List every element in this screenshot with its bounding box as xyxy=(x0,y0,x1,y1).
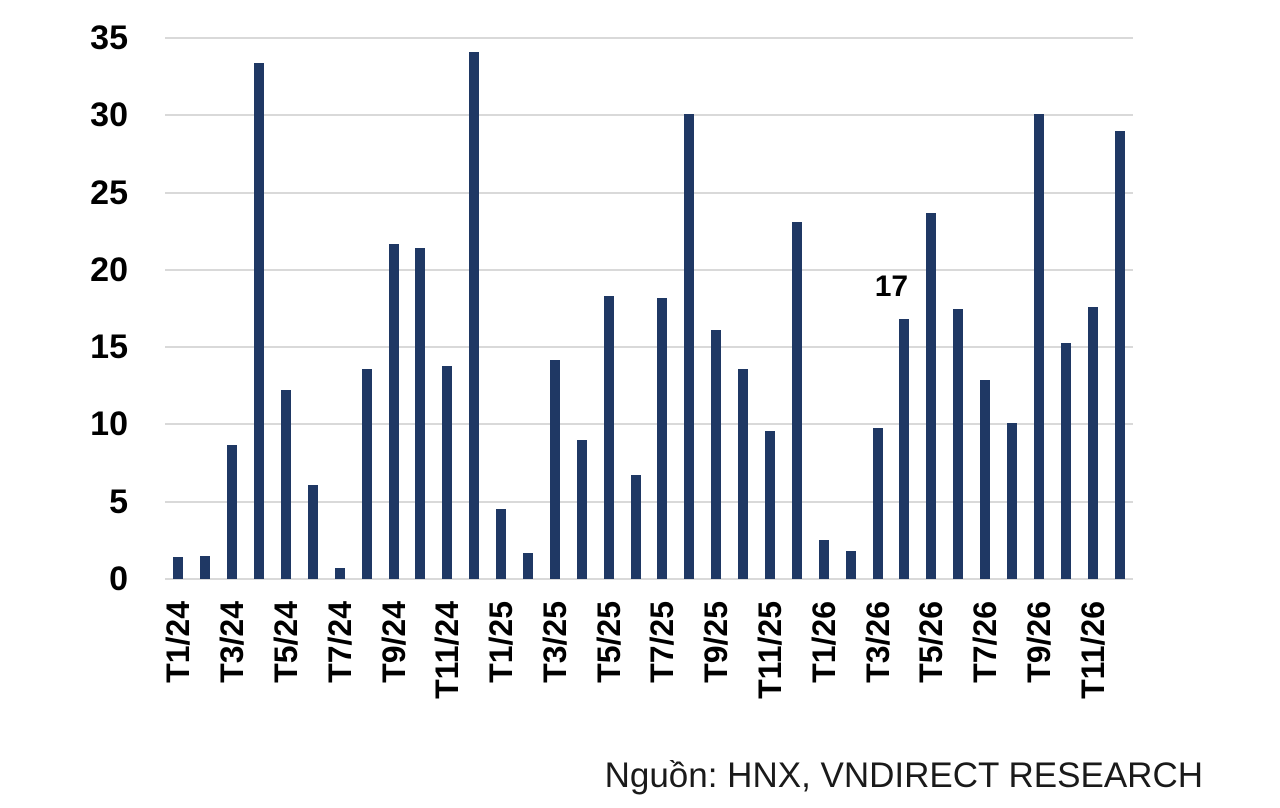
bar-T6-25 xyxy=(630,475,641,579)
bar-T2-24 xyxy=(200,555,211,579)
y-axis-tick-label: 15 xyxy=(90,328,128,367)
gridline-y-15 xyxy=(165,346,1133,349)
x-axis-tick-label: T5/25 xyxy=(590,601,627,683)
gridline-y-25 xyxy=(165,191,1133,194)
x-axis-tick-label: T1/25 xyxy=(483,601,520,683)
y-axis-tick-label: 5 xyxy=(109,482,128,521)
bar-T11-24 xyxy=(442,365,453,579)
gridline-y-35 xyxy=(165,37,1133,39)
bar-T8-26 xyxy=(1007,422,1017,579)
bar-data-label: 17 xyxy=(874,270,909,304)
bar-T1-25 xyxy=(496,509,507,579)
x-axis-tick-label: T5/26 xyxy=(913,601,950,683)
bar-T4-26 xyxy=(899,319,910,579)
gridline-y-5 xyxy=(165,500,1133,503)
gridline-y-30 xyxy=(165,114,1133,117)
bar-T9-25 xyxy=(711,330,722,579)
x-axis-tick-label: T9/24 xyxy=(375,601,412,683)
bar-T8-25 xyxy=(684,113,695,579)
x-axis-tick-label: T3/24 xyxy=(214,601,251,683)
y-axis-tick-label: 30 xyxy=(90,96,128,135)
bar-T3-24 xyxy=(227,444,238,579)
x-axis-tick-label: T9/26 xyxy=(1020,601,1057,683)
gridline-y-0 xyxy=(165,578,1133,580)
x-axis-tick-label: T1/24 xyxy=(160,601,197,683)
bar-T2-25 xyxy=(523,552,533,579)
x-axis-tick-label: T5/24 xyxy=(268,601,304,683)
gridline-y-20 xyxy=(165,268,1133,271)
bar-T11-26 xyxy=(1087,306,1098,579)
bar-T3-25 xyxy=(549,359,560,579)
y-axis-tick-label: 0 xyxy=(109,560,128,598)
x-axis-tick-label: T11/25 xyxy=(752,601,788,699)
bar-T9-24 xyxy=(388,243,399,579)
x-axis-tick-label: T3/26 xyxy=(859,601,896,683)
bar-T6-26 xyxy=(953,308,964,579)
bar-T7-26 xyxy=(980,379,991,579)
bar-T10-24 xyxy=(415,248,426,579)
bar-T6-24 xyxy=(307,484,318,579)
bar-T10-25 xyxy=(738,368,749,579)
bar-T9-26 xyxy=(1033,113,1044,579)
bar-T1-24 xyxy=(173,557,184,579)
bar-T8-24 xyxy=(361,368,372,579)
bar-T10-26 xyxy=(1060,342,1071,579)
x-axis-tick-label: T11/26 xyxy=(1074,601,1111,699)
bar-T1-26 xyxy=(818,540,829,579)
bar-T12-24 xyxy=(469,51,480,579)
bar-T12-26 xyxy=(1114,130,1125,579)
y-axis-tick-label: 20 xyxy=(90,250,128,289)
gridline-y-10 xyxy=(165,423,1133,426)
bar-T5-24 xyxy=(281,390,291,579)
source-note: Nguồn: HNX, VNDIRECT RESEARCH xyxy=(604,756,1203,795)
x-axis-tick-label: T7/24 xyxy=(321,601,358,683)
x-axis-tick-label: T7/25 xyxy=(644,601,681,683)
bar-T3-26 xyxy=(872,427,883,579)
bar-T7-25 xyxy=(657,297,668,579)
bar-T4-25 xyxy=(576,439,587,579)
y-axis-tick-label: 35 xyxy=(90,19,128,57)
bar-T4-24 xyxy=(254,62,265,579)
bar-T7-24 xyxy=(334,568,345,579)
x-axis-tick-label: T3/25 xyxy=(536,601,573,683)
bar-T5-25 xyxy=(603,296,614,579)
y-axis-tick-label: 25 xyxy=(90,173,128,212)
y-axis-tick-label: 10 xyxy=(90,405,128,444)
x-axis-tick-label: T7/26 xyxy=(967,601,1004,683)
x-axis-tick-label: T9/25 xyxy=(698,601,735,683)
bar-T11-25 xyxy=(765,430,775,579)
bar-T12-25 xyxy=(791,221,802,579)
bar-T5-26 xyxy=(926,212,937,579)
bar-T2-26 xyxy=(845,551,856,579)
x-axis-tick-label: T11/24 xyxy=(429,601,466,699)
x-axis-tick-label: T1/26 xyxy=(805,601,842,683)
